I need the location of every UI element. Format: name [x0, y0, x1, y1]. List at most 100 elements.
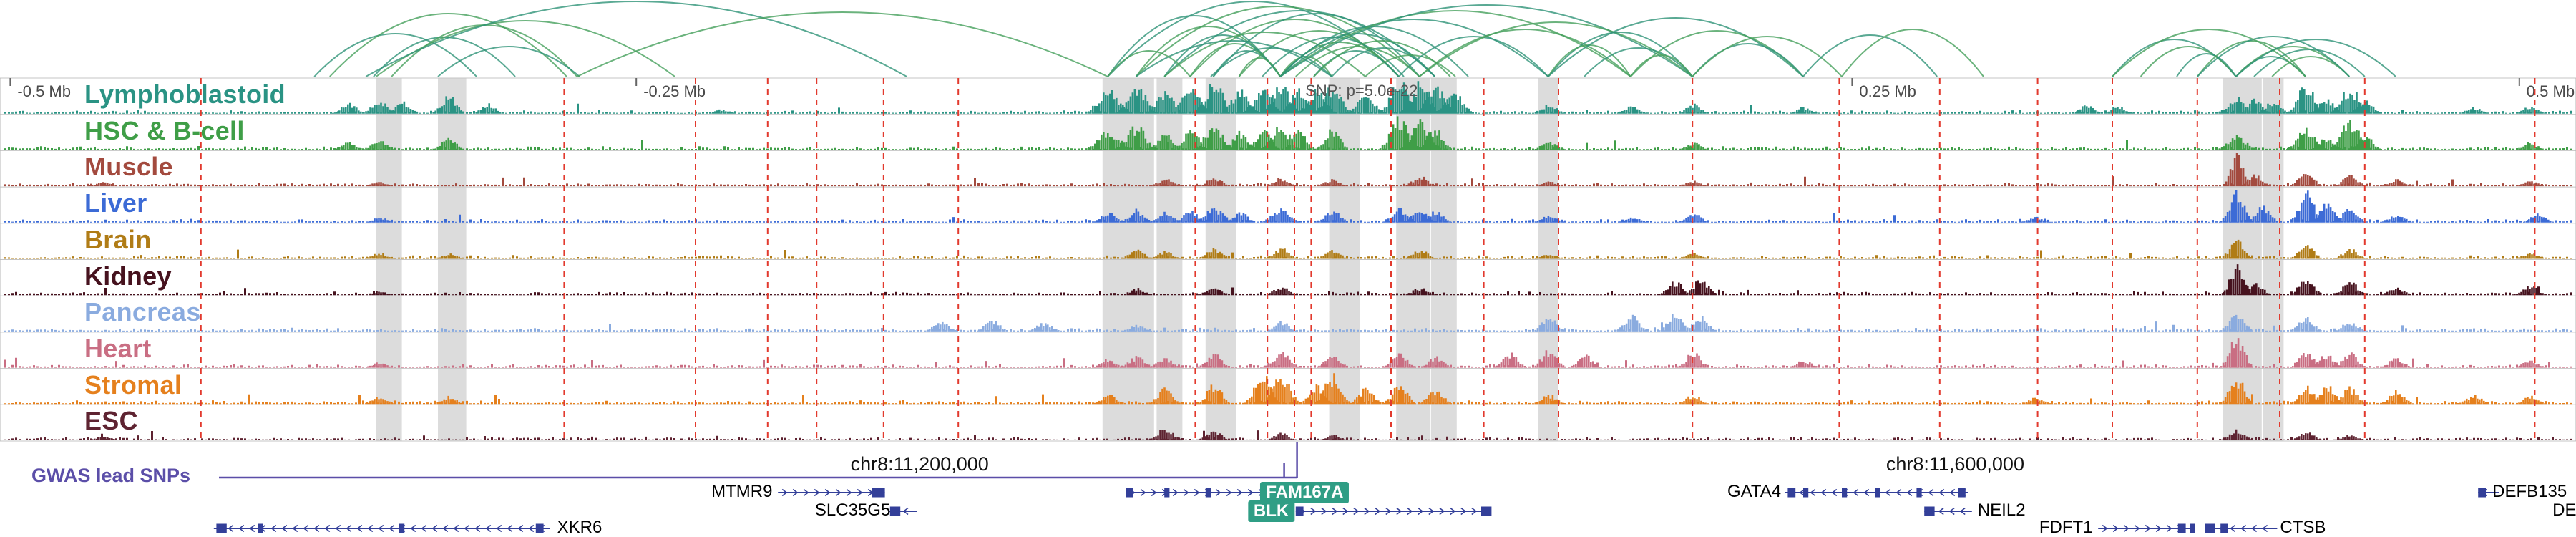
gene-direction-arrow [1906, 488, 1913, 497]
interaction-arc [313, 33, 477, 77]
gene-direction-arrow [1385, 507, 1392, 516]
track-grid [0, 77, 2576, 442]
gene-exon [1787, 488, 1796, 498]
gene-direction-arrow [1831, 488, 1838, 497]
gene-exon [872, 488, 885, 498]
gene-direction-arrow [303, 524, 309, 533]
gene-track [213, 488, 2499, 533]
gene-direction-arrow [249, 524, 255, 533]
gene-direction-arrow [792, 488, 799, 497]
gene-direction-arrow [324, 524, 331, 533]
gene-exon [399, 523, 405, 533]
gene-direction-arrow [1183, 488, 1189, 497]
gene-direction-arrow [528, 524, 535, 533]
gene-direction-arrow [1247, 488, 1254, 497]
gene-direction-arrow [2166, 524, 2172, 533]
gene-direction-arrow [1928, 488, 1934, 497]
gene-direction-arrow [1353, 507, 1360, 516]
interaction-arc [1295, 46, 1420, 77]
gene-direction-arrow [1226, 488, 1232, 497]
gene-direction-arrow [2251, 524, 2258, 533]
gene-exon [1958, 488, 1966, 498]
gene-direction-arrow [1460, 507, 1467, 516]
interaction-arc [1135, 6, 1420, 77]
interaction-arc [576, 11, 1108, 77]
gene-direction-arrow [2230, 524, 2236, 533]
signal-track-hsc-b-cell [4, 116, 2572, 150]
gene-direction-arrow [2112, 524, 2119, 533]
interaction-arcs [313, 1, 2396, 77]
gene-direction-arrow [1450, 507, 1456, 516]
interaction-arc [1210, 47, 1332, 77]
gene-direction-arrow [1885, 488, 1891, 497]
gene-direction-arrow [1151, 488, 1157, 497]
gene-exon [1164, 488, 1170, 498]
gene-direction-arrow [2145, 524, 2151, 533]
gene-direction-arrow [1863, 488, 1870, 497]
gene-direction-arrow [1938, 507, 1944, 516]
interaction-arc [365, 1, 907, 77]
gene-direction-arrow [803, 488, 809, 497]
gene-exon [535, 523, 544, 533]
gene-direction-arrow [2240, 524, 2247, 533]
gene-direction-arrow [2123, 524, 2129, 533]
interaction-arc [1841, 29, 1984, 77]
gene-direction-arrow [281, 524, 288, 533]
signal-track-esc [4, 429, 2572, 440]
gene-direction-arrow [1236, 488, 1243, 497]
interaction-arc [1365, 54, 1456, 77]
gene-direction-arrow [335, 524, 341, 533]
gene-direction-arrow [824, 488, 831, 497]
gene-direction-arrow [1332, 507, 1338, 516]
interaction-arc [1584, 47, 1693, 77]
signal-track-heart [4, 338, 2572, 368]
gene-direction-arrow [464, 524, 470, 533]
interaction-arc [1692, 36, 1843, 77]
gene-direction-arrow [313, 524, 320, 533]
interaction-arc [1107, 50, 1191, 77]
gene-exon [889, 506, 901, 516]
gene-direction-arrow [1471, 507, 1478, 516]
gene-direction-arrow [507, 524, 513, 533]
interaction-arc [1331, 47, 1435, 77]
gene-exon [2205, 523, 2215, 533]
interaction-arc [437, 46, 580, 77]
interaction-arc [2235, 39, 2396, 77]
gene-direction-arrow [1375, 507, 1381, 516]
gene-direction-arrow [378, 524, 384, 533]
gene-direction-arrow [1896, 488, 1902, 497]
gene-direction-arrow [356, 524, 363, 533]
gene-direction-arrow [1140, 488, 1146, 497]
interaction-arc [329, 13, 567, 77]
interaction-arc [2112, 29, 2306, 77]
interaction-arc [1163, 32, 1366, 77]
gene-direction-arrow [1853, 488, 1859, 497]
signal-track-kidney [4, 264, 2572, 296]
interaction-arc [1802, 34, 1938, 77]
gene-exon [1295, 506, 1304, 516]
gene-exon [1803, 488, 1809, 498]
gene-exon [2478, 488, 2486, 498]
gene-direction-arrow [496, 524, 502, 533]
gene-direction-arrow [2262, 524, 2268, 533]
gene-exon [1842, 488, 1848, 498]
gene-direction-arrow [1799, 488, 1805, 497]
gene-direction-arrow [431, 524, 438, 533]
signal-track-stromal [4, 373, 2572, 405]
gene-direction-arrow [346, 524, 352, 533]
interaction-arc [1212, 13, 1420, 77]
gene-direction-arrow [485, 524, 492, 533]
gwas-lead-snps-track [219, 442, 1298, 479]
gene-direction-arrow [846, 488, 852, 497]
gene-direction-arrow [1194, 488, 1200, 497]
gene-exon [1916, 488, 1922, 498]
gene-direction-arrow [453, 524, 459, 533]
gene-direction-arrow [389, 524, 395, 533]
gene-exon [1875, 488, 1880, 498]
gene-exon [2190, 523, 2195, 533]
gene-direction-arrow [1948, 507, 1955, 516]
gene-exon [1205, 488, 1211, 498]
gene-direction-arrow [1172, 488, 1179, 497]
